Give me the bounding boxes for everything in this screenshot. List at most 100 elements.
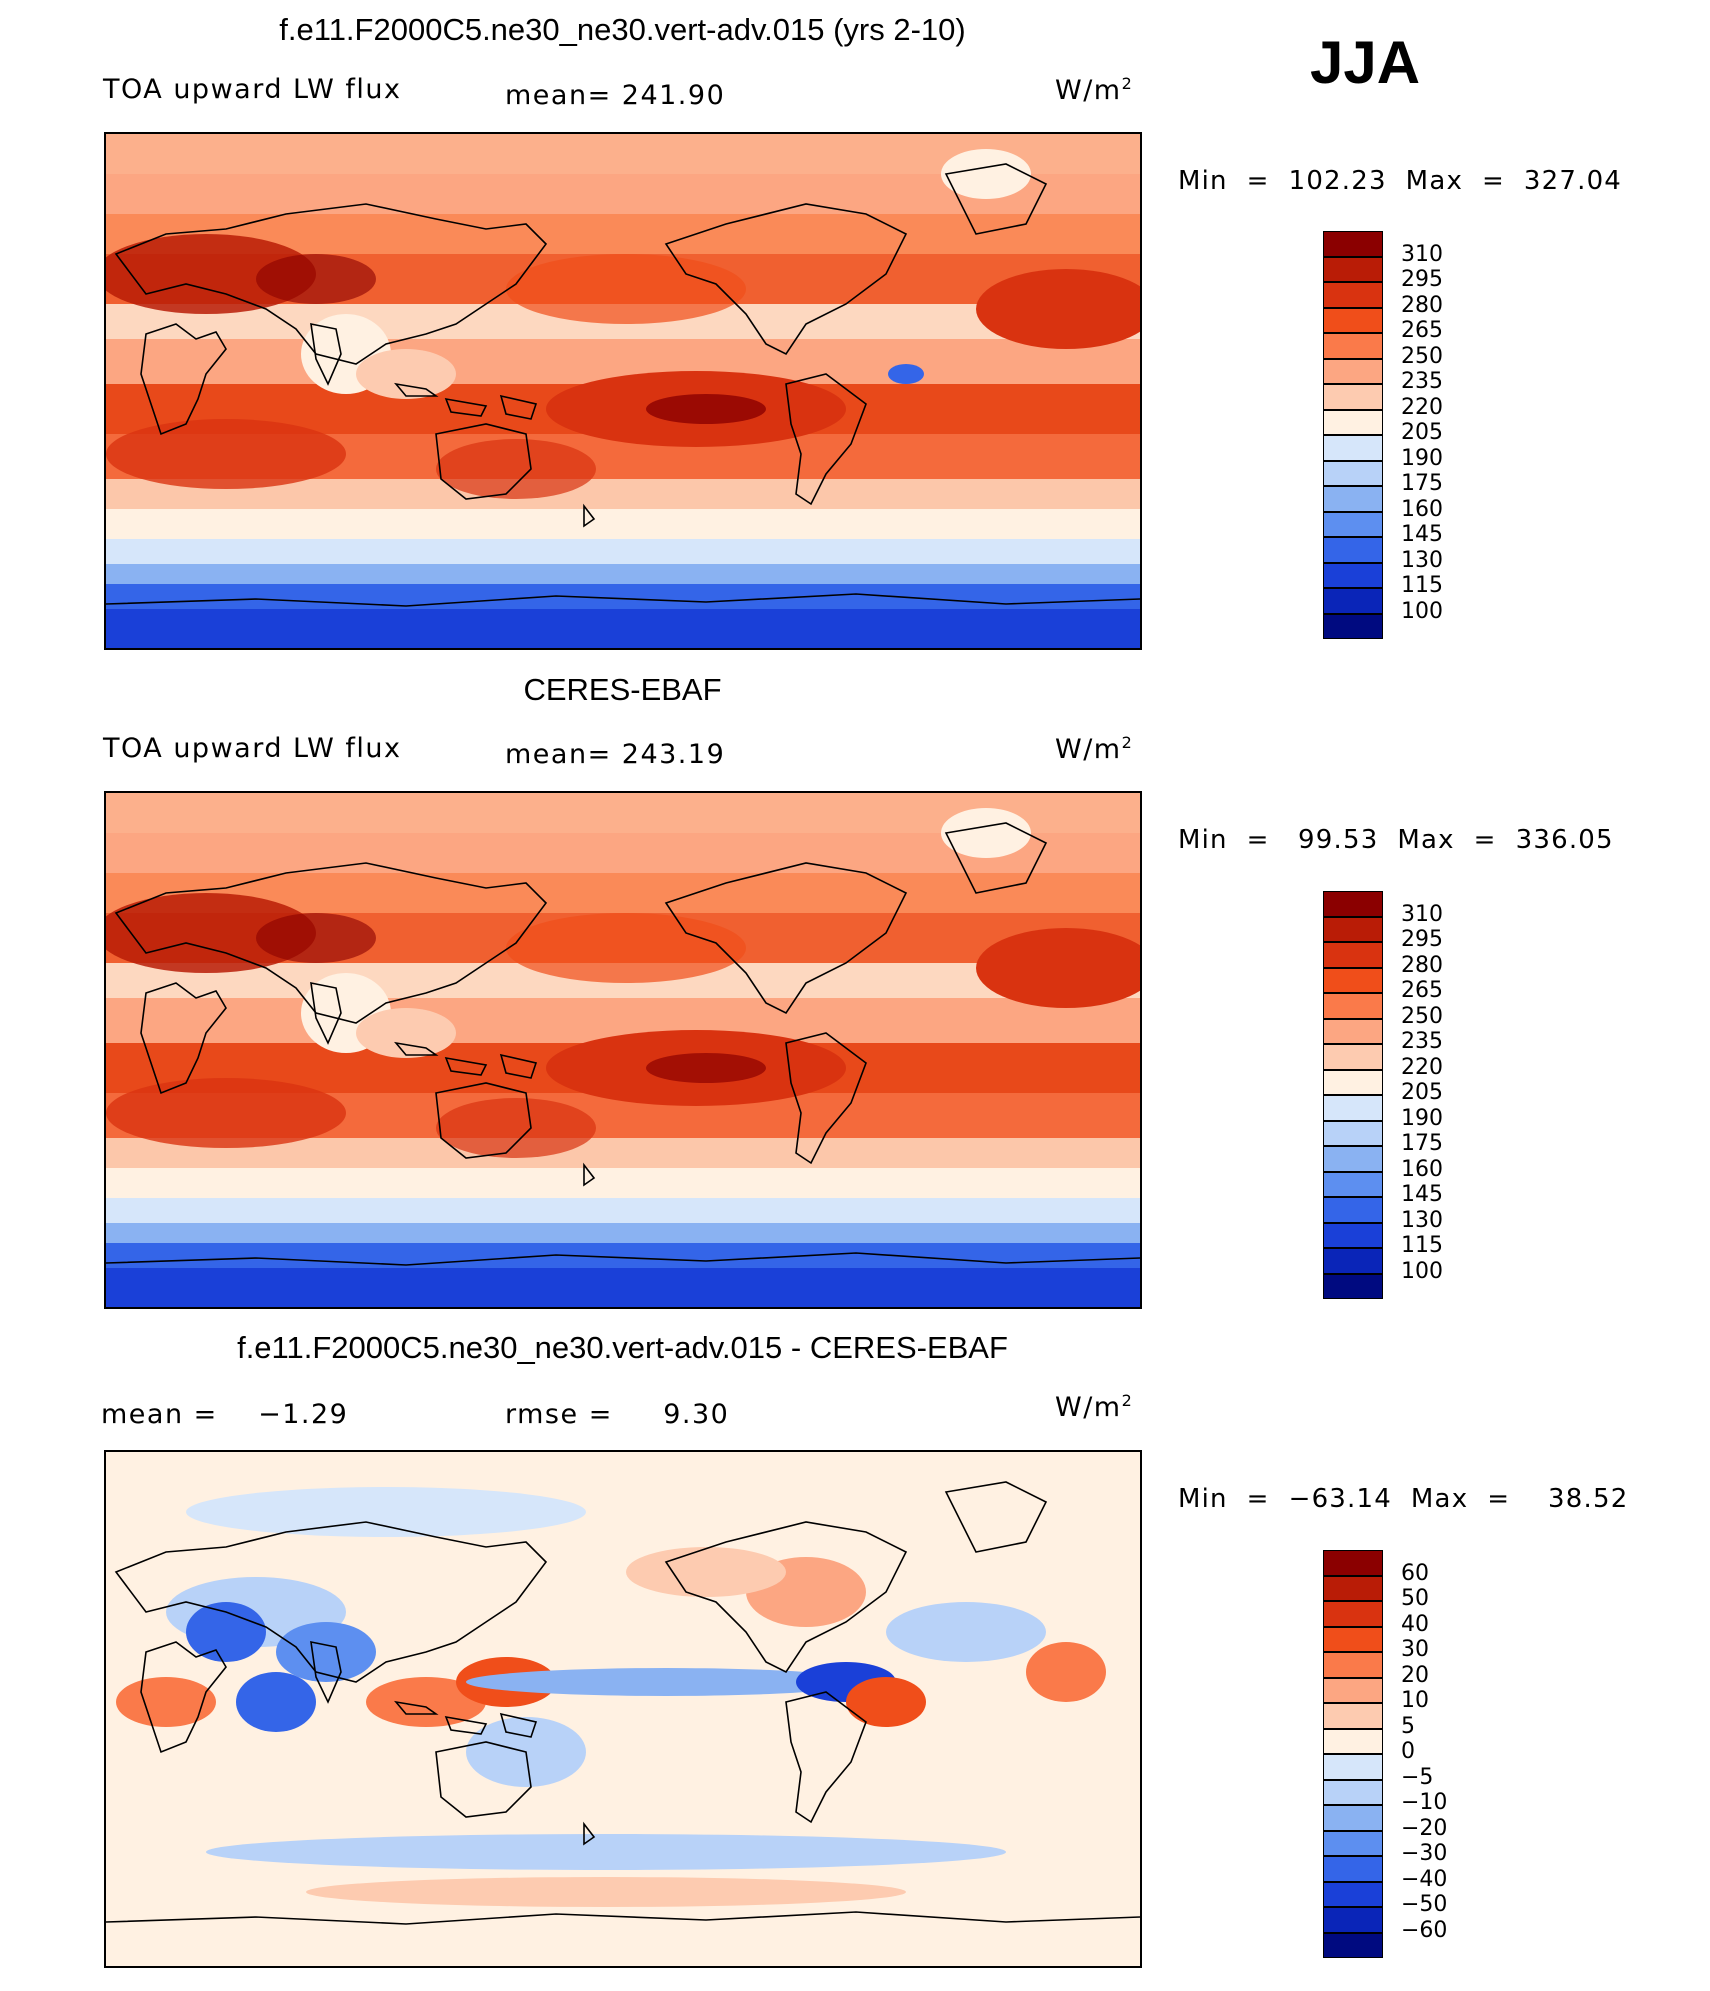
colorbar-tick-label: 115 [1401,1233,1443,1258]
colorbar-bin [1323,1197,1383,1223]
colorbar-bin [1323,1550,1383,1576]
colorbar-tick-label: 100 [1401,1258,1443,1284]
colorbar-tick-label: 220 [1401,394,1443,420]
colorbar-bin [1323,460,1383,486]
map-field [106,1452,1140,1966]
colorbar-bin [1323,1856,1383,1882]
colorbar-tick-label: 30 [1401,1637,1429,1662]
colorbar-tick-label: 280 [1401,292,1443,318]
colorbar-tick-label: 145 [1401,522,1443,547]
map-model [104,132,1142,650]
colorbar-tick-label: 175 [1401,471,1443,496]
colorbar-bin [1323,1069,1383,1095]
colorbar-bin [1323,1652,1383,1678]
map-field [106,134,1140,648]
variable-label: TOA upward LW flux [103,733,402,764]
colorbar-bin [1323,384,1383,410]
colorbar-bin [1323,1881,1383,1907]
colorbar-bin [1323,1677,1383,1703]
colorbar-tick-label: −5 [1401,1764,1434,1790]
min-max-label: Min = 99.53 Max = 336.05 [1178,825,1614,855]
colorbar-tick-label: 20 [1401,1662,1429,1688]
colorbar-tick-label: 160 [1401,1156,1443,1182]
panel-title: f.e11.F2000C5.ne30_ne30.vert-adv.015 (yr… [279,12,966,47]
colorbar-bin [1323,537,1383,563]
colorbar-tick-label: 50 [1401,1586,1429,1611]
colorbar-bin [1323,942,1383,968]
colorbar-tick-label: −50 [1401,1892,1448,1917]
min-max-label: Min = 102.23 Max = 327.04 [1178,166,1623,196]
colorbar-bin [1323,1805,1383,1831]
colorbar-bin [1323,358,1383,384]
panel-title: f.e11.F2000C5.ne30_ne30.vert-adv.015 - C… [237,1330,1008,1365]
colorbar-bin [1323,1044,1383,1070]
colorbar-tick-label: 295 [1401,267,1443,292]
map-field [106,793,1140,1307]
colorbar-tick-label: 205 [1401,1080,1443,1105]
units-label: W/m2 [1055,1391,1134,1423]
colorbar-tick-label: 115 [1401,573,1443,598]
map-diff [104,1450,1142,1968]
colorbar-bin [1323,1830,1383,1856]
panel-title: CERES-EBAF [523,672,722,707]
colorbar-bin [1323,333,1383,359]
colorbar-bin [1323,1703,1383,1729]
colorbar-tick-label: −20 [1401,1815,1448,1841]
colorbar-bin [1323,256,1383,282]
colorbar-bin [1323,1018,1383,1044]
colorbar-bin [1323,231,1383,257]
colorbar-tick-label: 220 [1401,1054,1443,1080]
colorbar-bin [1323,307,1383,333]
colorbar-bin [1323,486,1383,512]
colorbar-tick-label: 235 [1401,1029,1443,1054]
colorbar-bin [1323,891,1383,917]
variable-label: TOA upward LW flux [103,74,402,105]
map-obs [104,791,1142,1309]
colorbar-bin [1323,1120,1383,1146]
colorbar-tick-label: 265 [1401,318,1443,343]
season-label: JJA [1310,29,1421,96]
colorbar-bin [1323,1273,1383,1299]
rmse-label: rmse = 9.30 [505,1399,730,1430]
colorbar-bin [1323,993,1383,1019]
colorbar-bin [1323,511,1383,537]
colorbar-tick-label: −60 [1401,1917,1448,1943]
colorbar-bin [1323,1248,1383,1274]
colorbar-tick-label: 130 [1401,547,1443,573]
colorbar-bin [1323,562,1383,588]
colorbar-bin [1323,588,1383,614]
colorbar-bin [1323,1575,1383,1601]
colorbar-bin [1323,1222,1383,1248]
units-label: W/m2 [1055,733,1134,765]
colorbar-tick-label: −40 [1401,1866,1448,1892]
colorbar-bin [1323,1779,1383,1805]
colorbar-tick-label: 190 [1401,445,1443,471]
colorbar-tick-label: 5 [1401,1713,1415,1739]
colorbar-bin [1323,1095,1383,1121]
colorbar-tick-label: 310 [1401,901,1443,927]
colorbar-bin [1323,1601,1383,1627]
mean-label: mean= 243.19 [505,739,726,770]
colorbar-tick-label: 145 [1401,1182,1443,1207]
colorbar-bin [1323,1754,1383,1780]
colorbar-bin [1323,916,1383,942]
colorbar-tick-label: 40 [1401,1611,1429,1637]
colorbar-tick-label: 265 [1401,978,1443,1003]
colorbar-bin [1323,435,1383,461]
colorbar-tick-label: 175 [1401,1131,1443,1156]
colorbar-tick-label: 280 [1401,952,1443,978]
mean-label: mean= 241.90 [505,80,726,111]
colorbar-tick-label: −10 [1401,1790,1448,1815]
units-label: W/m2 [1055,74,1134,106]
colorbar-tick-label: 295 [1401,927,1443,952]
colorbar-bin [1323,1728,1383,1754]
colorbar-tick-label: −30 [1401,1841,1448,1866]
colorbar-tick-label: 235 [1401,369,1443,394]
colorbar-bin [1323,613,1383,639]
colorbar-bin [1323,1626,1383,1652]
colorbar-bin [1323,1932,1383,1958]
colorbar-tick-label: 190 [1401,1105,1443,1131]
colorbar-bin [1323,409,1383,435]
colorbar-bin [1323,1146,1383,1172]
colorbar-tick-label: 130 [1401,1207,1443,1233]
